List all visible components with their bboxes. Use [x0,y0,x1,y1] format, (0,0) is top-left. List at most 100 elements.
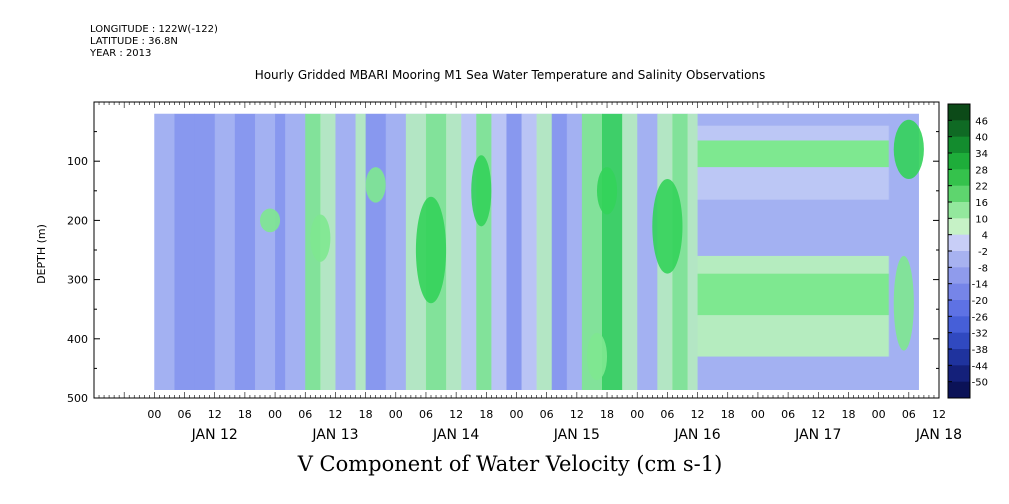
colorbar-label: -38 [972,345,988,356]
colorbar-label: 28 [975,165,988,176]
band-4 [697,181,890,201]
x-hour-label: 12 [328,408,342,421]
data-column-12 [365,113,387,390]
colorbar-cell [948,267,970,285]
colorbar-cell [948,202,970,219]
longitude-label: LONGITUDE : 122W(-122) [90,24,218,35]
colorbar-cell [948,234,970,252]
heatmap-field [154,113,924,390]
x-hour-label: 00 [510,408,524,421]
colorbar-label: -26 [972,312,988,323]
data-blob-5 [893,119,924,179]
plot-axes: 100 200 300 400 500 00 06 12 18 00 06 12 18 00 06 12 18 0… [67,101,962,443]
x-hour-label: 00 [389,408,403,421]
x-hour-label: 12 [570,408,584,421]
data-column-20 [506,113,523,390]
colorbar-label: 22 [975,182,988,193]
x-hour-label: 12 [691,408,705,421]
data-column-6 [275,113,286,390]
x-hour-label: 06 [902,408,916,421]
colorbar-label: -8 [978,263,988,274]
x-hour-label: 00 [872,408,886,421]
colorbar-label: 34 [975,149,988,160]
colorbar-label: 40 [975,133,988,144]
colorbar-cell [948,185,970,203]
x-hour-label: 06 [178,408,192,421]
band-9 [697,356,890,390]
colorbar-label: -50 [972,378,988,389]
y-tick-label: 200 [67,214,88,227]
band-8 [697,315,890,358]
colorbar-label: 10 [975,214,988,225]
colorbar-cell [948,283,970,301]
data-column-4 [234,113,256,390]
data-column-19 [491,113,507,390]
data-column-10 [335,113,357,390]
data-blob-1 [415,196,447,304]
data-column-13 [385,113,407,390]
x-hour-label: 12 [932,408,946,421]
colorbar-cell [948,365,970,383]
colorbar-label: -2 [978,247,988,258]
data-column-25 [581,113,603,390]
colorbar-label: 4 [982,231,988,242]
colorbar-label: -32 [972,329,988,340]
x-hour-label: 12 [208,408,222,421]
data-column-28 [637,113,658,390]
data-column-3 [214,113,236,390]
data-column-5 [254,113,276,390]
x-hour-label: 12 [449,408,463,421]
band-7 [697,273,890,316]
colorbar-cell [948,169,970,187]
colorbar-label: 16 [975,198,988,209]
y-tick-label: 100 [67,155,88,168]
colorbar-cell [948,300,970,317]
colorbar-cell [948,218,970,236]
x-day-label: JAN 14 [432,427,479,443]
x-hour-label: 06 [298,408,312,421]
data-column-11 [355,113,367,390]
data-blob-4 [652,178,683,274]
colorbar-label: -14 [972,280,988,291]
y-tick-label: 400 [67,333,88,346]
band-3 [697,167,890,183]
y-tick-label: 500 [67,392,88,405]
data-column-24 [566,113,583,390]
colorbar-cell [948,104,970,121]
x-hour-label: 06 [660,408,674,421]
colorbar-label: -20 [972,296,988,307]
x-hour-label: 06 [419,408,433,421]
year-label: YEAR : 2013 [90,48,152,59]
x-hour-label: 18 [479,408,493,421]
y-axis-label: DEPTH (m) [35,224,48,284]
band-1 [697,125,890,141]
colorbar: 46 40 34 28 22 16 10 4 -2 -8 -14 -20 -26 -32 -38 -44 -50 [947,103,988,399]
x-day-label: JAN 15 [553,427,600,443]
colorbar-cell [948,251,970,268]
data-blob-3 [596,167,618,215]
y-tick-label: 300 [67,274,88,287]
data-column-30 [672,113,689,390]
x-hour-label: 00 [147,408,161,421]
latitude-label: LATITUDE : 36.8N [90,36,178,47]
data-blob-0 [310,214,331,262]
data-column-31 [687,113,699,390]
data-column-23 [551,113,568,390]
x-day-label: JAN 13 [311,427,358,443]
data-column-1 [174,113,196,390]
data-column-22 [536,113,553,390]
band-2 [697,140,890,168]
x-hour-label: 06 [540,408,554,421]
x-axis-label: V Component of Water Velocity (cm s-1) [297,452,723,476]
x-hour-label: 18 [359,408,373,421]
x-hour-label: 00 [751,408,765,421]
data-column-0 [154,113,175,390]
band-0 [697,113,890,127]
colorbar-cell [948,136,970,154]
data-blob-6 [893,255,914,351]
x-day-label: JAN 18 [915,427,962,443]
data-blob-2 [471,155,492,227]
colorbar-cell [948,120,970,138]
chart-title: Hourly Gridded MBARI Mooring M1 Sea Wate… [254,68,766,82]
data-column-16 [446,113,462,390]
